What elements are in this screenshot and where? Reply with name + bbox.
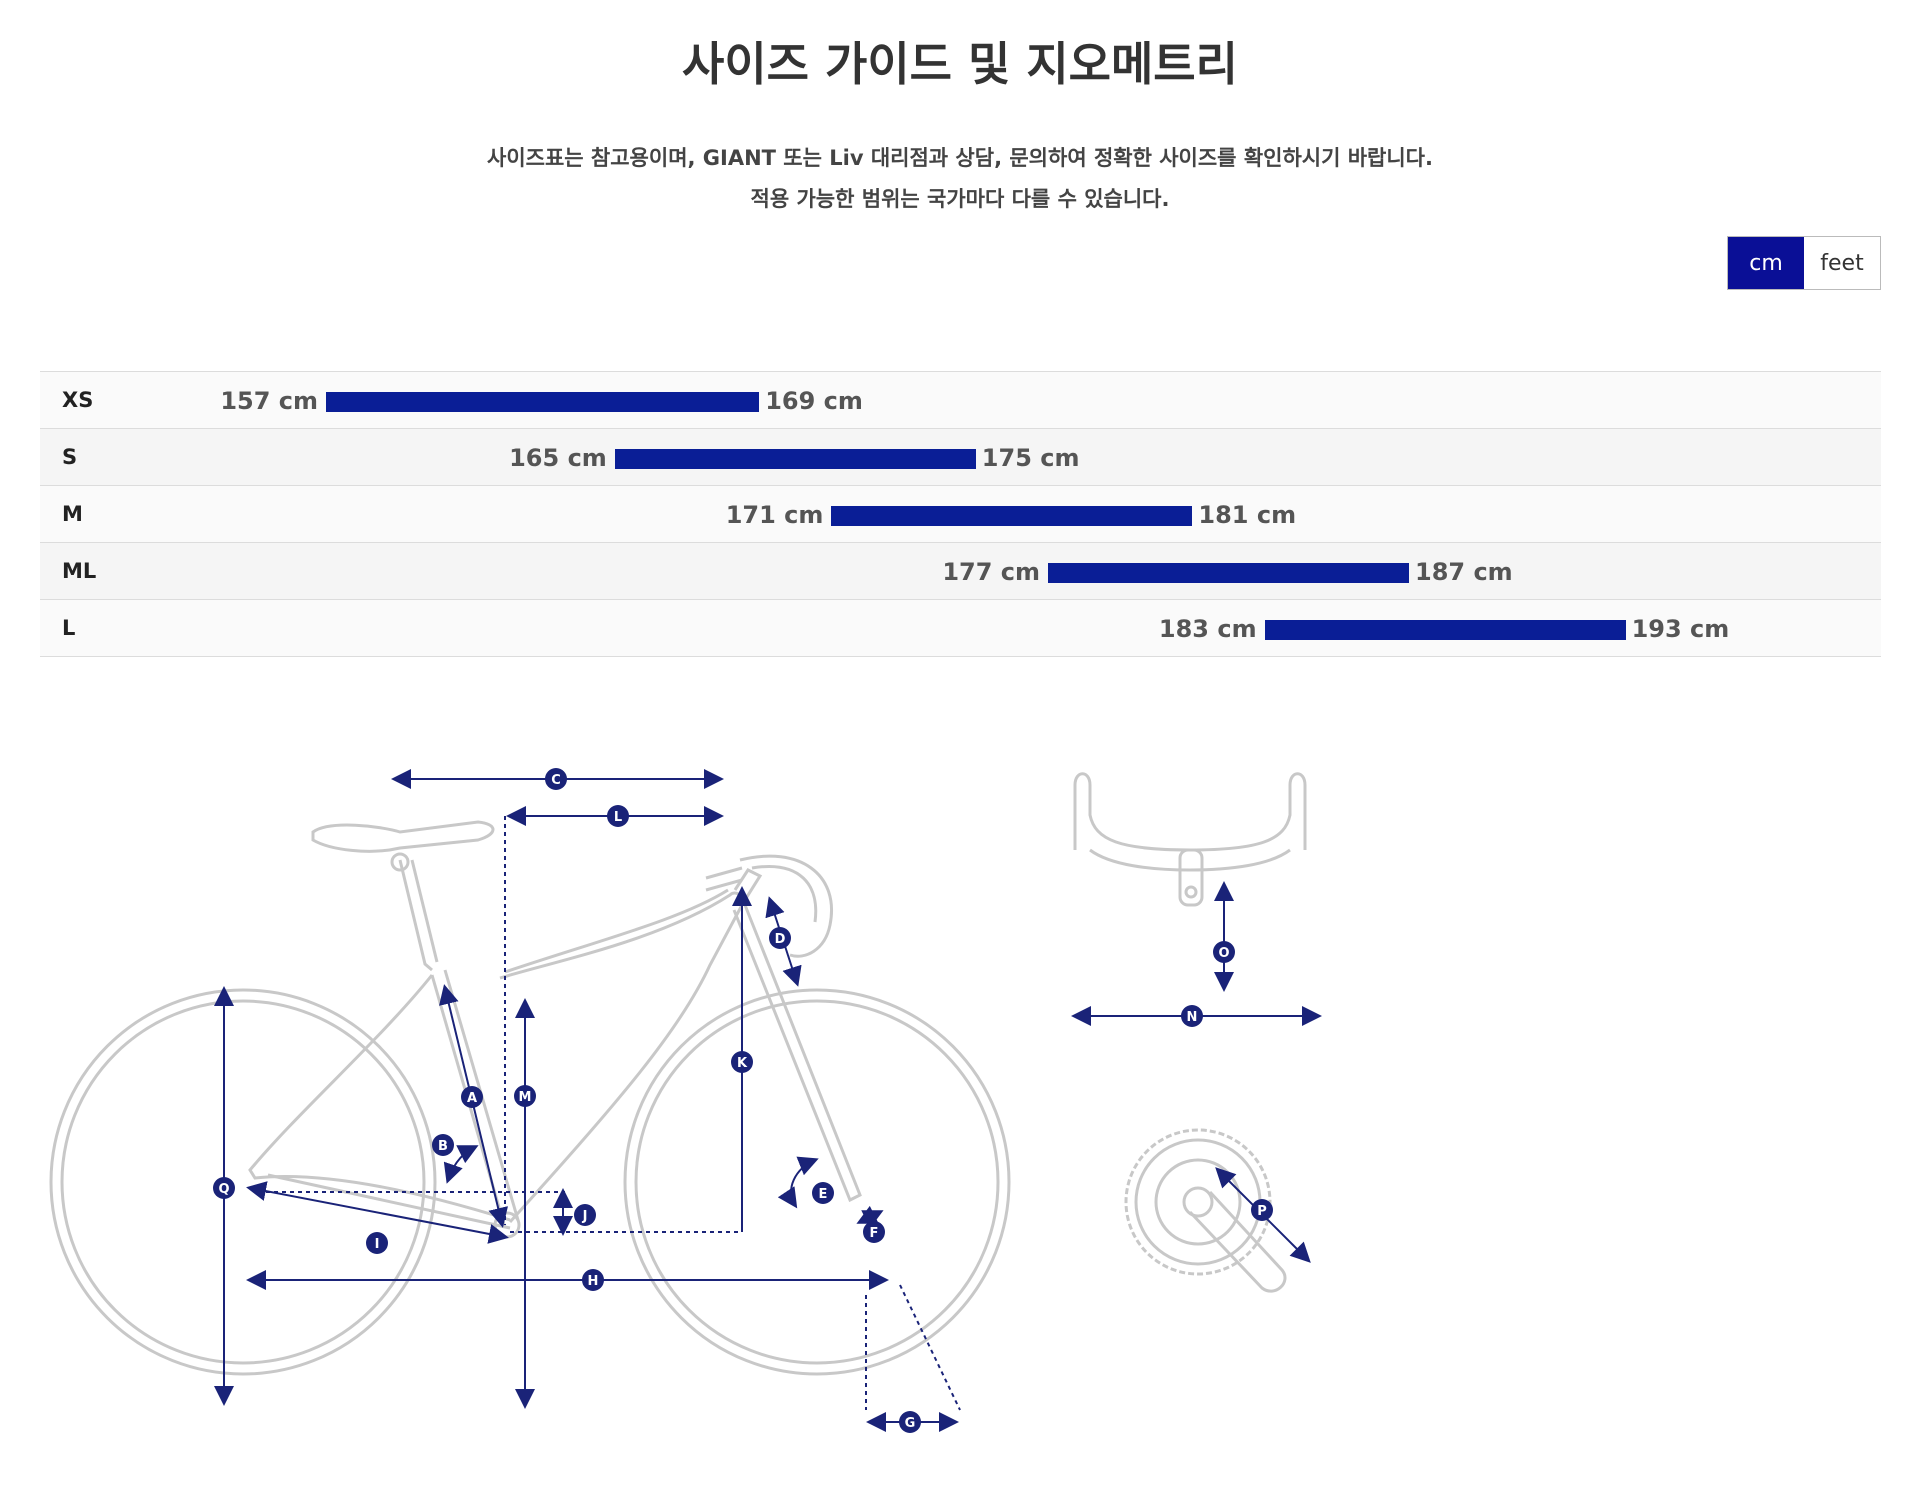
size-row-l: L 183 cm 193 cm (40, 599, 1881, 657)
size-chart: XS 157 cm 169 cm S 165 cm 175 cm M 171 c… (40, 371, 1881, 657)
marker-q: Q (213, 1177, 235, 1199)
size-row-m: M 171 cm 181 cm (40, 485, 1881, 542)
unit-feet-button[interactable]: feet (1804, 237, 1880, 289)
range-max-label: 169 cm (765, 387, 863, 415)
size-label: XS (62, 388, 94, 412)
marker-label: J (582, 1209, 588, 1224)
marker-o: O (1213, 941, 1235, 963)
unit-toggle: cm feet (1727, 236, 1881, 290)
marker-m: M (514, 1085, 536, 1107)
marker-label: I (375, 1237, 380, 1252)
range-min-label: 177 cm (942, 558, 1040, 586)
range-bar (1048, 563, 1409, 583)
marker-label: G (905, 1416, 916, 1431)
marker-label: E (819, 1187, 828, 1202)
range-bar (614, 449, 976, 469)
marker-k: K (731, 1051, 753, 1073)
marker-label: D (775, 932, 786, 947)
range-max-label: 187 cm (1415, 558, 1513, 586)
marker-e: E (812, 1182, 834, 1204)
range-bar (326, 392, 760, 412)
marker-l: L (607, 805, 629, 827)
marker-label: L (614, 810, 622, 825)
marker-label: M (519, 1090, 532, 1105)
marker-i: I (366, 1232, 388, 1254)
range-max-label: 181 cm (1198, 501, 1297, 529)
marker-h: H (582, 1269, 604, 1291)
marker-label: B (438, 1139, 448, 1154)
range-bar (1264, 620, 1626, 640)
marker-label: P (1257, 1204, 1267, 1219)
marker-n: N (1181, 1005, 1203, 1027)
range-min-label: 171 cm (725, 501, 824, 529)
range-min-label: 165 cm (509, 444, 607, 472)
marker-f: F (863, 1221, 885, 1243)
marker-p: P (1251, 1199, 1273, 1221)
unit-cm-button[interactable]: cm (1728, 237, 1804, 289)
size-row-xs: XS 157 cm 169 cm (40, 371, 1881, 428)
marker-label: F (870, 1226, 879, 1241)
range-bar (831, 506, 1193, 526)
range-max-label: 193 cm (1631, 615, 1730, 643)
marker-label: A (467, 1091, 477, 1106)
marker-label: Q (218, 1182, 229, 1197)
size-label: L (62, 616, 76, 640)
marker-label: N (1187, 1010, 1198, 1025)
marker-b: B (432, 1134, 454, 1156)
range-min-label: 183 cm (1158, 615, 1257, 643)
size-row-ml: ML 177 cm 187 cm (40, 542, 1881, 599)
marker-j: J (574, 1204, 596, 1226)
region-note: 적용 가능한 범위는 국가마다 다를 수 있습니다. (750, 187, 1170, 211)
size-note: 사이즈표는 참고용이며, GIANT 또는 Liv 대리점과 상담, 문의하여 … (487, 146, 1433, 170)
size-label: ML (62, 559, 97, 583)
dimension-lines (214, 769, 1322, 1432)
size-label: M (62, 502, 83, 526)
marker-label: C (551, 773, 561, 788)
marker-c: C (545, 768, 567, 790)
marker-label: H (588, 1274, 599, 1289)
marker-label: O (1218, 946, 1229, 961)
size-row-s: S 165 cm 175 cm (40, 428, 1881, 485)
marker-a: A (461, 1086, 483, 1108)
geometry-diagram: A B C D E F G H I J K L M N O P Q (49, 768, 1322, 1433)
marker-label: K (737, 1056, 748, 1071)
page-title: 사이즈 가이드 및 지오메트리 (682, 37, 1238, 91)
range-max-label: 175 cm (981, 444, 1080, 472)
marker-d: D (769, 927, 791, 949)
size-label: S (62, 445, 78, 469)
handlebar-illustration (1073, 772, 1307, 907)
range-min-label: 157 cm (220, 387, 318, 415)
marker-g: G (899, 1411, 921, 1433)
